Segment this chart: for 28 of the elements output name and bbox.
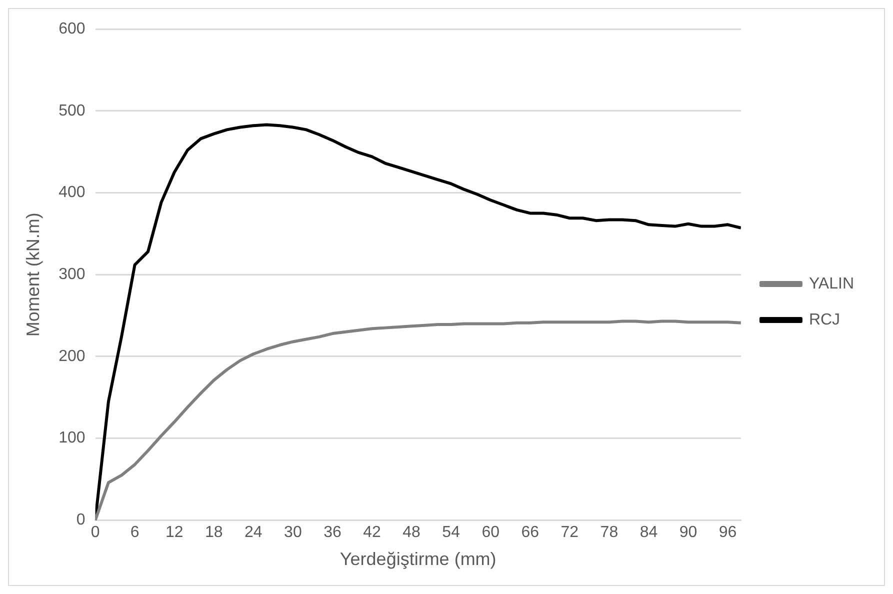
x-tick-label: 78 [600,524,618,542]
x-axis-title: Yerdeğiştirme (mm) [340,549,496,570]
x-tick-label: 36 [324,524,342,542]
x-tick-label: 24 [244,524,262,542]
y-tick-label: 600 [58,20,86,38]
legend-label: RCJ [808,311,840,328]
x-tick-label: 72 [560,524,579,542]
x-tick-label: 90 [679,524,698,542]
x-tick-label: 30 [284,524,302,542]
x-tick-label: 18 [204,524,223,542]
x-tick-label: 12 [165,524,184,542]
y-tick-label: 0 [76,512,86,529]
y-tick-label: 400 [58,184,86,202]
x-tick-label: 48 [402,524,421,542]
x-tick-label: 42 [363,524,381,542]
x-tick-label: 84 [640,524,658,542]
x-tick-label: 66 [521,524,540,542]
y-axis-title: Moment (kN.m) [22,212,43,337]
x-tick-label: 0 [90,524,100,542]
y-tick-label: 300 [58,266,86,284]
y-tick-label: 500 [58,102,86,120]
legend-label: YALIN [808,275,854,292]
x-tick-label: 6 [130,524,140,542]
x-tick-label: 60 [482,524,500,542]
x-tick-label: 54 [442,524,460,542]
y-tick-label: 100 [58,430,86,447]
x-tick-label: 96 [718,524,737,542]
y-tick-label: 200 [58,348,86,365]
